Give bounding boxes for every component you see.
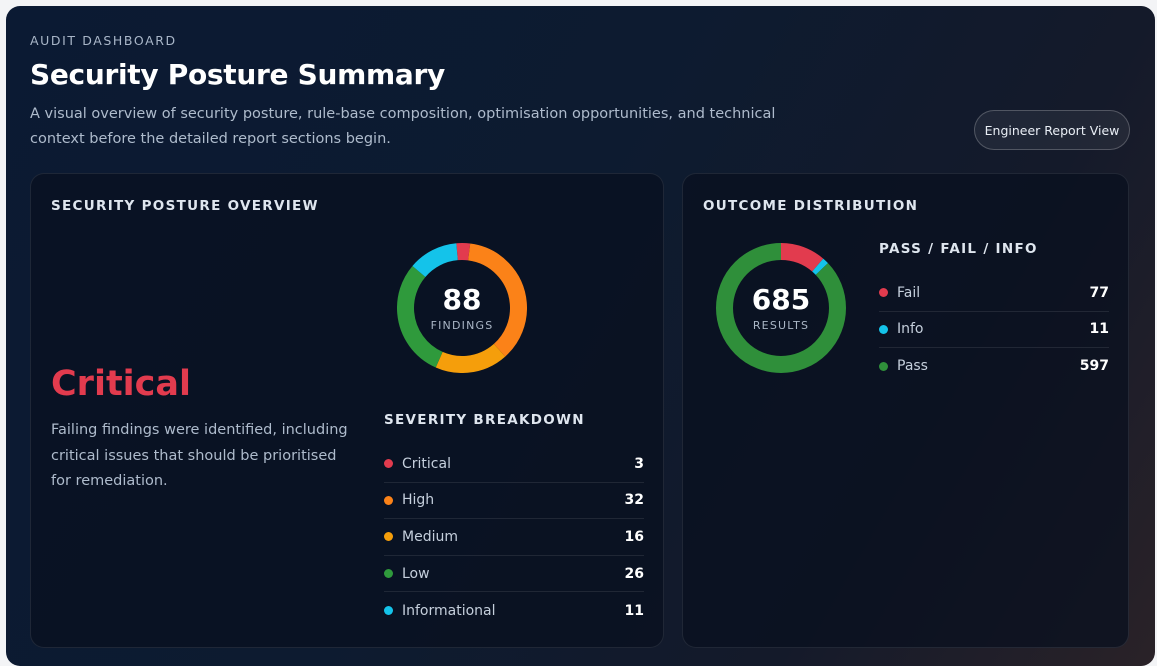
row-label: High (402, 492, 435, 509)
row-label: Critical (402, 455, 451, 472)
row-label: Fail (897, 284, 921, 301)
list-row-informational: Informational 11 (384, 592, 644, 629)
donut-slice-critical (397, 243, 527, 373)
list-row-info: Info 11 (879, 312, 1109, 349)
donut-slice-pass (716, 243, 846, 373)
security-posture-card: SECURITY POSTURE OVERVIEW Critical Faili… (30, 173, 664, 648)
row-label: Informational (402, 602, 496, 619)
legend-dot-icon (384, 606, 393, 616)
page-description: A visual overview of security posture, r… (30, 106, 776, 147)
severity-breakdown-list: Critical 3 High 32 Medium 16 Low 26 Informationa… (384, 446, 644, 629)
outcome-list: Fail 77 Info 11 Pass 597 (879, 275, 1109, 385)
list-row-critical: Critical 3 (384, 446, 644, 483)
eyebrow-label: AUDIT DASHBOARD (30, 33, 177, 48)
outcome-total: 685 (751, 283, 811, 316)
outcome-donut-chart: 685 RESULTS (716, 243, 846, 373)
row-value: 11 (624, 602, 644, 619)
list-row-high: High 32 (384, 483, 644, 520)
findings-donut-chart: 88 FINDINGS (397, 243, 527, 373)
row-label: Info (897, 321, 924, 338)
donut-slice-low (397, 243, 527, 373)
row-value: 32 (624, 492, 644, 509)
audit-dashboard-panel: AUDIT DASHBOARD Security Posture Summary… (6, 6, 1155, 666)
findings-total-label: FINDINGS (430, 319, 494, 332)
row-value: 3 (634, 455, 644, 472)
outcome-card-title: OUTCOME DISTRIBUTION (703, 198, 919, 214)
page-title: Security Posture Summary (30, 58, 445, 91)
legend-dot-icon (879, 361, 888, 371)
outcome-total-label: RESULTS (752, 319, 810, 332)
list-row-fail: Fail 77 (879, 275, 1109, 312)
severity-breakdown-title: SEVERITY BREAKDOWN (384, 412, 585, 428)
findings-total: 88 (442, 283, 482, 316)
pass-fail-info-title: PASS / FAIL / INFO (879, 241, 1038, 257)
row-label: Pass (897, 358, 928, 375)
legend-dot-icon (384, 532, 393, 542)
row-label: Low (402, 565, 430, 582)
donut-slice-medium (397, 243, 527, 373)
row-label: Medium (402, 528, 458, 545)
legend-dot-icon (879, 324, 888, 334)
row-value: 16 (624, 528, 644, 545)
posture-card-title: SECURITY POSTURE OVERVIEW (51, 198, 319, 214)
legend-dot-icon (384, 569, 393, 579)
row-value: 11 (1089, 321, 1109, 338)
posture-rating-description: Failing findings were identified, includ… (51, 422, 348, 489)
legend-dot-icon (384, 459, 393, 469)
engineer-report-view-button[interactable]: Engineer Report View (974, 110, 1130, 150)
outcome-distribution-card: OUTCOME DISTRIBUTION 685 RESULTS PASS / … (682, 173, 1129, 648)
row-value: 597 (1079, 358, 1109, 375)
row-value: 77 (1089, 284, 1109, 301)
list-row-pass: Pass 597 (879, 348, 1109, 385)
row-value: 26 (624, 565, 644, 582)
list-row-medium: Medium 16 (384, 519, 644, 556)
legend-dot-icon (384, 495, 393, 505)
donut-slice-high (397, 243, 527, 373)
posture-rating: Critical (51, 364, 192, 404)
legend-dot-icon (879, 288, 888, 298)
list-row-low: Low 26 (384, 556, 644, 593)
